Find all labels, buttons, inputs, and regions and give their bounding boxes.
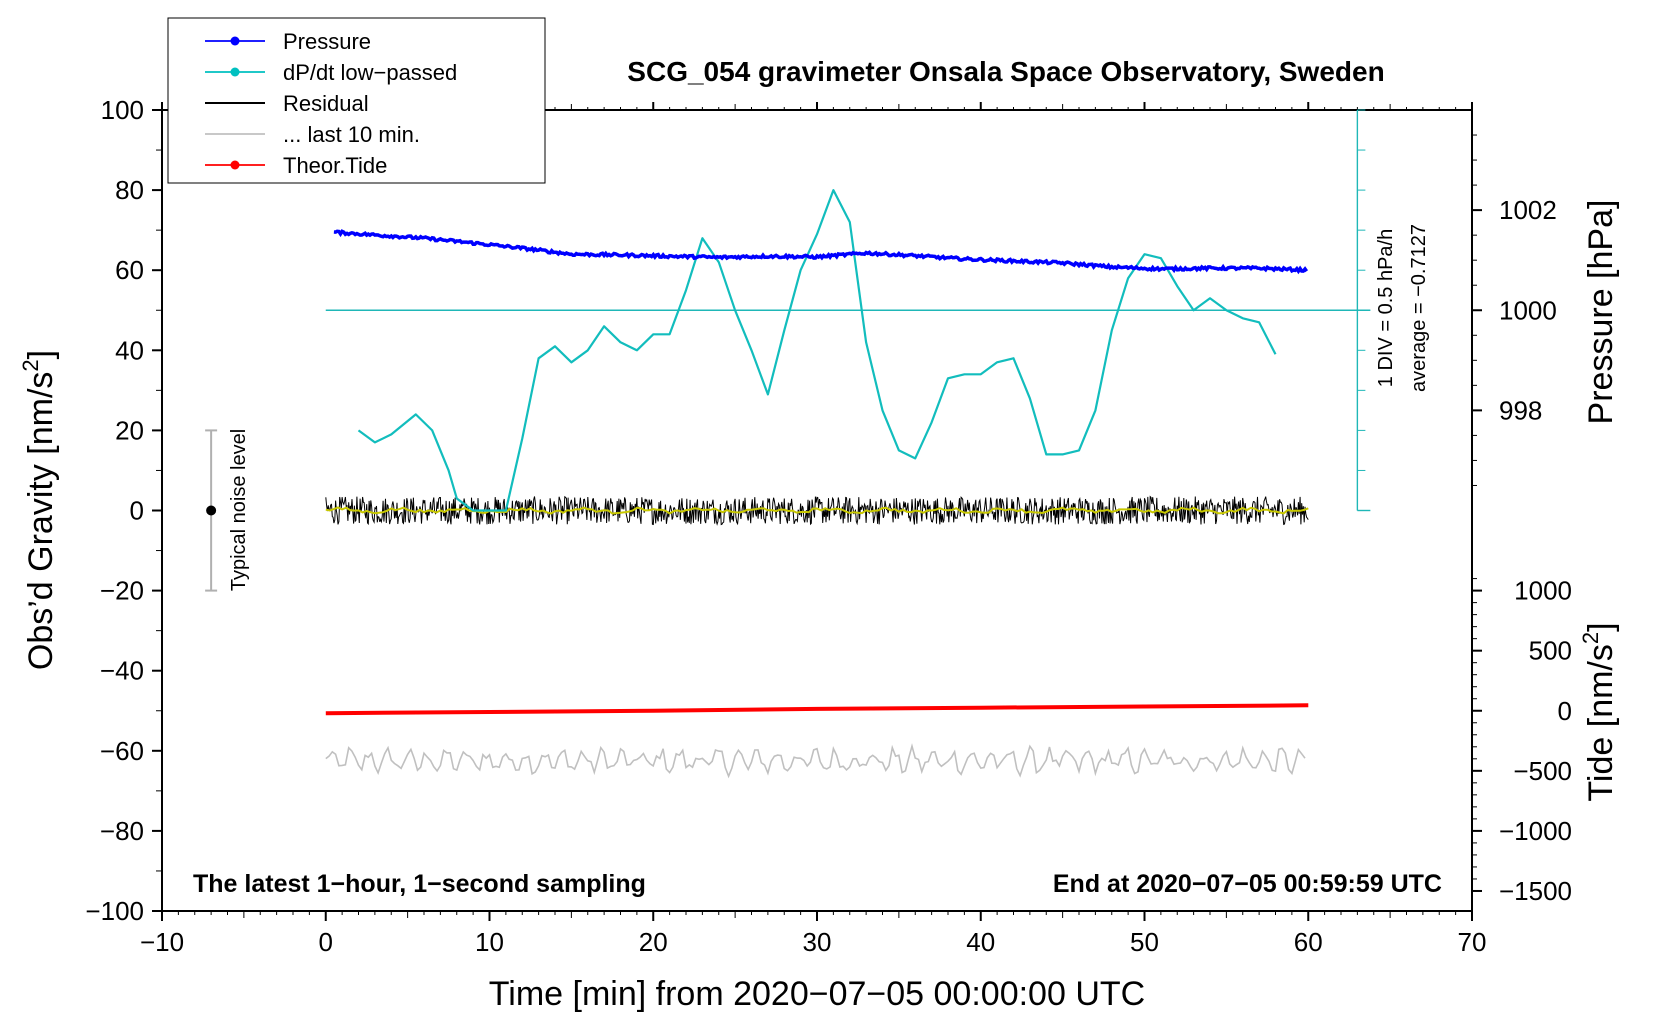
legend-marker bbox=[230, 67, 240, 77]
x-tick-label: −10 bbox=[140, 927, 184, 957]
legend-marker bbox=[230, 160, 240, 170]
tide-tick-label: 500 bbox=[1529, 636, 1572, 666]
x-tick-label: 60 bbox=[1294, 927, 1323, 957]
tide-axis-title-end: ] bbox=[1582, 622, 1620, 631]
noise-bar-center bbox=[206, 505, 217, 516]
pressure-tick-label: 1002 bbox=[1499, 195, 1557, 225]
tide-axis-title-sup: 2 bbox=[1578, 632, 1603, 644]
legend-label: Theor.Tide bbox=[283, 153, 387, 178]
y-axis-title-end: ] bbox=[22, 350, 60, 359]
y-axis-title-sup: 2 bbox=[18, 359, 43, 371]
y-tick-label: −20 bbox=[100, 576, 144, 606]
y-axis-title-main: Obs’d Gravity [nm/s bbox=[22, 372, 60, 671]
series-layer bbox=[325, 189, 1309, 779]
series-pressure bbox=[333, 229, 1309, 275]
series-last-10-min bbox=[325, 743, 1306, 779]
y-tick-label: 100 bbox=[101, 95, 144, 125]
legend-label: ... last 10 min. bbox=[283, 122, 420, 147]
tide-axis-title: Tide [nm/s2] bbox=[1578, 622, 1620, 801]
series-theor-tide bbox=[325, 703, 1309, 716]
sampling-note: The latest 1−hour, 1−second sampling bbox=[193, 870, 646, 898]
legend-box bbox=[167, 17, 546, 184]
y-tick-label: −80 bbox=[100, 816, 144, 846]
x-tick-label: 70 bbox=[1458, 927, 1487, 957]
legend-label: dP/dt low−passed bbox=[283, 60, 457, 85]
tide-tick-label: 1000 bbox=[1514, 576, 1572, 606]
y-tick-label: 80 bbox=[115, 175, 144, 205]
y-tick-label: −60 bbox=[100, 736, 144, 766]
y-axis-title: Obs’d Gravity [nm/s2] bbox=[18, 350, 60, 670]
legend-marker bbox=[230, 36, 240, 46]
tide-tick-label: 0 bbox=[1558, 696, 1572, 726]
y-tick-label: 20 bbox=[115, 415, 144, 445]
tide-tick-label: −1500 bbox=[1499, 876, 1572, 906]
y-tick-label: 40 bbox=[115, 335, 144, 365]
pressure-axis-title: Pressure [hPa] bbox=[1582, 200, 1620, 425]
y-tick-label: 0 bbox=[130, 496, 144, 526]
x-tick-label: 30 bbox=[803, 927, 832, 957]
end-time-note: End at 2020−07−05 00:59:59 UTC bbox=[1053, 870, 1442, 898]
legend: Pressure dP/dt low−passed Residual ... last… bbox=[167, 17, 546, 184]
legend-items: Pressure dP/dt low−passed Residual ... last… bbox=[205, 29, 457, 178]
series-dpdt bbox=[357, 189, 1277, 512]
noise-level-label: Typical noise level bbox=[228, 429, 250, 591]
x-axis-title: Time [min] from 2020−07−05 00:00:00 UTC bbox=[489, 975, 1145, 1013]
series-residual bbox=[325, 495, 1309, 526]
x-tick-label: 10 bbox=[475, 927, 504, 957]
dpdt-average-label: average = −0.7127 bbox=[1408, 224, 1430, 392]
pressure-tick-label: 1000 bbox=[1499, 295, 1557, 325]
legend-label: Residual bbox=[283, 91, 369, 116]
tide-axis-title-main: Tide [nm/s bbox=[1582, 644, 1620, 801]
x-tick-label: 50 bbox=[1130, 927, 1159, 957]
tide-tick-label: −1000 bbox=[1499, 816, 1572, 846]
legend-label: Pressure bbox=[283, 29, 371, 54]
x-tick-label: 40 bbox=[966, 927, 995, 957]
chart-title: SCG_054 gravimeter Onsala Space Observat… bbox=[627, 56, 1384, 87]
x-tick-label: 20 bbox=[639, 927, 668, 957]
dpdt-scale-label: 1 DIV = 0.5 hPa/h bbox=[1375, 229, 1397, 387]
y-tick-label: −100 bbox=[85, 896, 144, 926]
y-tick-label: −40 bbox=[100, 656, 144, 686]
x-tick-label: 0 bbox=[319, 927, 333, 957]
tide-tick-label: −500 bbox=[1513, 756, 1572, 786]
pressure-tick-label: 998 bbox=[1499, 395, 1542, 425]
axis-ticks: −10 0 10 20 30 40 50 60 70100806040200−20−40−60−… bbox=[85, 95, 1572, 957]
y-tick-label: 60 bbox=[115, 255, 144, 285]
